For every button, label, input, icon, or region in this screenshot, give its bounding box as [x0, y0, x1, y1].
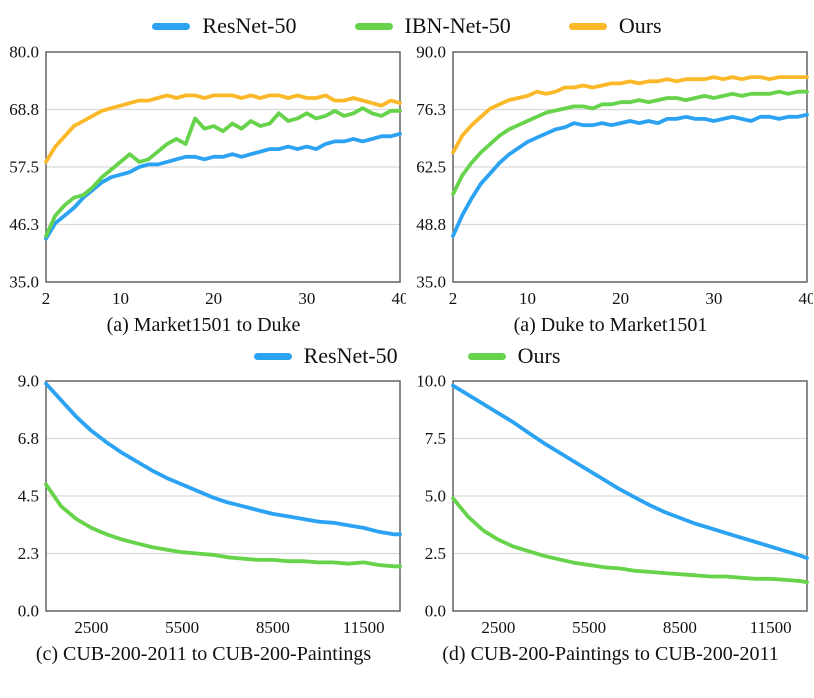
- svg-text:10: 10: [112, 289, 129, 308]
- legend-swatch-resnet50-bottom: [253, 352, 292, 360]
- svg-text:80.0: 80.0: [9, 44, 39, 62]
- legend-label-ours: Ours: [618, 13, 662, 38]
- chart-duke-to-market1501: 35.0 48.8 62.5 76.3 90.0 2 10 20 30 40 (a) Duke t…: [407, 44, 814, 337]
- chart-caption-d: (d) CUB-200-Paintings to CUB-200-2011: [442, 643, 779, 665]
- svg-text:62.5: 62.5: [416, 158, 446, 177]
- svg-text:9.0: 9.0: [17, 373, 38, 391]
- legend-swatch-resnet50: [152, 22, 191, 30]
- svg-text:35.0: 35.0: [416, 273, 446, 292]
- chart-row-bottom: 0.0 2.3 4.5 6.8 9.0 2500 5500 8500 11500 (c) CUB…: [0, 373, 814, 666]
- legend-label-ours-bottom: Ours: [517, 343, 561, 368]
- svg-text:4.5: 4.5: [17, 487, 38, 506]
- svg-text:30: 30: [298, 289, 315, 308]
- svg-text:40: 40: [798, 289, 813, 308]
- svg-text:76.3: 76.3: [416, 100, 446, 119]
- line-chart-duke-to-market1501: 35.0 48.8 62.5 76.3 90.0 2 10 20 30 40: [416, 44, 813, 308]
- svg-text:2: 2: [41, 289, 50, 308]
- line-chart-market1501-to-duke: 35.0 46.3 57.5 68.8 80.0 2 10 20 30 40: [9, 44, 406, 308]
- svg-text:11500: 11500: [749, 618, 791, 637]
- line-chart-cub2011-to-paintings: 0.0 2.3 4.5 6.8 9.0 2500 5500 8500 11500: [17, 373, 402, 637]
- legend-item-resnet50-bottom: ResNet-50: [253, 343, 398, 368]
- svg-text:5500: 5500: [572, 618, 606, 637]
- svg-text:40: 40: [391, 289, 406, 308]
- svg-text:2.5: 2.5: [424, 544, 445, 563]
- svg-text:8500: 8500: [662, 618, 696, 637]
- svg-text:90.0: 90.0: [416, 44, 446, 62]
- chart-caption-c: (c) CUB-200-2011 to CUB-200-Paintings: [35, 643, 372, 665]
- svg-text:0.0: 0.0: [17, 602, 38, 621]
- svg-text:35.0: 35.0: [9, 273, 39, 292]
- legend-label-ibnnet50: IBN-Net-50: [404, 13, 511, 38]
- svg-text:46.3: 46.3: [9, 215, 39, 234]
- svg-text:7.5: 7.5: [424, 429, 445, 448]
- legend-label-resnet50-bottom: ResNet-50: [303, 343, 398, 368]
- legend-mid: ResNet-50 Ours: [0, 339, 814, 373]
- chart-market1501-to-duke: 35.0 46.3 57.5 68.8 80.0 2 10 20 30 40 (a) Market…: [0, 44, 407, 337]
- svg-text:6.8: 6.8: [17, 429, 38, 448]
- legend-label-resnet50: ResNet-50: [202, 13, 297, 38]
- chart-caption-a2: (a) Duke to Market1501: [513, 314, 708, 336]
- svg-text:8500: 8500: [255, 618, 289, 637]
- chart-cub2011-to-paintings: 0.0 2.3 4.5 6.8 9.0 2500 5500 8500 11500 (c) CUB…: [0, 373, 407, 666]
- chart-caption-a1: (a) Market1501 to Duke: [106, 314, 301, 336]
- svg-text:2500: 2500: [74, 618, 108, 637]
- legend-top: ResNet-50 IBN-Net-50 Ours: [0, 8, 814, 44]
- legend-swatch-ours: [568, 22, 607, 30]
- svg-text:10: 10: [519, 289, 536, 308]
- legend-item-resnet50: ResNet-50: [152, 13, 297, 38]
- svg-text:2.3: 2.3: [17, 544, 38, 563]
- svg-text:2: 2: [448, 289, 457, 308]
- svg-text:30: 30: [705, 289, 722, 308]
- svg-text:11500: 11500: [342, 618, 384, 637]
- svg-text:0.0: 0.0: [424, 602, 445, 621]
- svg-text:57.5: 57.5: [9, 158, 39, 177]
- legend-swatch-ours-bottom: [467, 352, 506, 360]
- svg-text:48.8: 48.8: [416, 215, 446, 234]
- chart-row-top: 35.0 46.3 57.5 68.8 80.0 2 10 20 30 40 (a) Market…: [0, 44, 814, 337]
- legend-item-ours: Ours: [568, 13, 662, 38]
- figure-panel: ResNet-50 IBN-Net-50 Ours 35.0 46.3 57.5 68…: [0, 8, 814, 666]
- svg-text:5.0: 5.0: [424, 487, 445, 506]
- chart-paintings-to-cub2011: 0.0 2.5 5.0 7.5 10.0 2500 5500 8500 11500 (d) CU…: [407, 373, 814, 666]
- svg-text:68.8: 68.8: [9, 100, 39, 119]
- legend-swatch-ibnnet50: [354, 22, 393, 30]
- svg-text:20: 20: [612, 289, 629, 308]
- legend-item-ibnnet50: IBN-Net-50: [354, 13, 511, 38]
- legend-item-ours-bottom: Ours: [467, 343, 561, 368]
- svg-text:10.0: 10.0: [416, 373, 446, 391]
- svg-text:5500: 5500: [165, 618, 199, 637]
- svg-text:2500: 2500: [481, 618, 515, 637]
- svg-text:20: 20: [205, 289, 222, 308]
- line-chart-paintings-to-cub2011: 0.0 2.5 5.0 7.5 10.0 2500 5500 8500 11500: [416, 373, 809, 637]
